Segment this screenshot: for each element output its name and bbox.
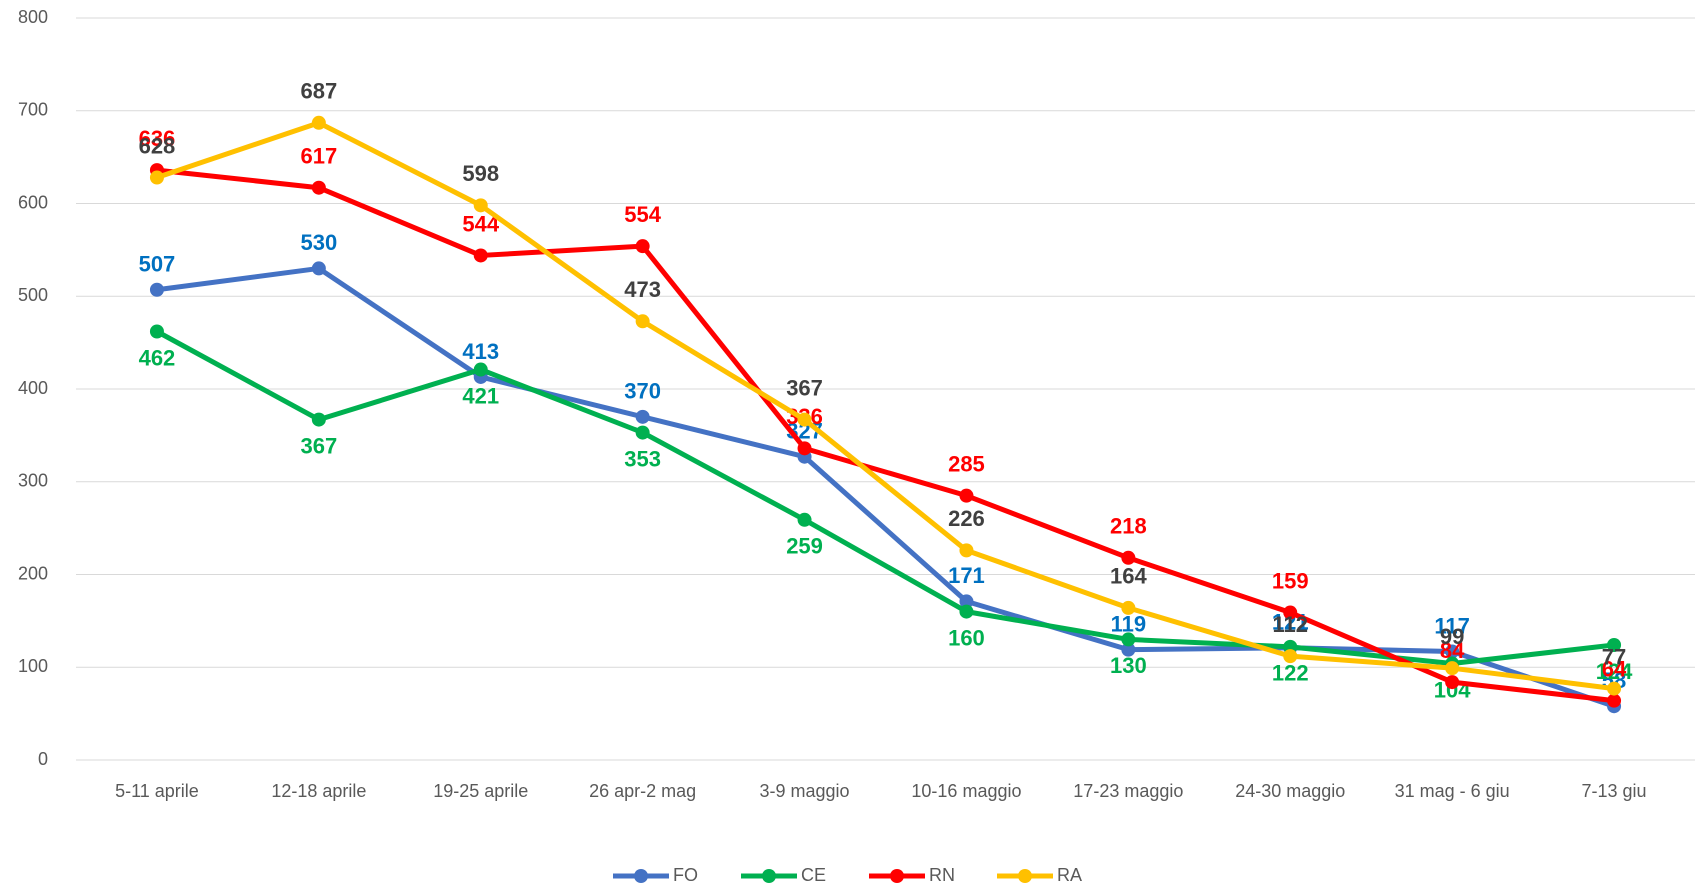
legend-marker <box>890 869 904 883</box>
data-point <box>473 198 488 213</box>
data-label: 628 <box>139 133 176 158</box>
data-point <box>473 362 488 377</box>
y-tick-label: 100 <box>18 656 48 676</box>
data-label: 687 <box>300 79 337 104</box>
legend-label: CE <box>801 865 826 885</box>
data-label: 226 <box>948 506 985 531</box>
data-point <box>473 248 488 263</box>
data-point <box>959 543 974 558</box>
data-label: 462 <box>139 345 176 370</box>
data-point <box>1445 661 1460 676</box>
data-label: 367 <box>300 433 337 458</box>
legend-marker <box>1018 869 1032 883</box>
legend-marker <box>634 869 648 883</box>
data-point <box>959 488 974 503</box>
y-tick-label: 600 <box>18 192 48 212</box>
data-point <box>959 594 974 609</box>
data-point <box>1607 637 1622 652</box>
data-point <box>149 324 164 339</box>
data-label: 117 <box>1434 613 1470 638</box>
y-tick-label: 400 <box>18 378 48 398</box>
data-point <box>1121 550 1136 565</box>
x-tick-label: 17-23 maggio <box>1073 781 1183 801</box>
data-label: 218 <box>1110 514 1147 539</box>
y-tick-label: 0 <box>38 749 48 769</box>
series-line <box>155 329 1615 667</box>
x-tick-label: 5-11 aprile <box>115 781 199 801</box>
x-tick-label: 12-18 aprile <box>271 781 366 801</box>
data-label: 160 <box>948 625 985 650</box>
data-point <box>797 441 812 456</box>
data-label: 507 <box>139 252 176 277</box>
data-label: 421 <box>462 383 499 408</box>
data-point <box>311 261 326 276</box>
data-point <box>1283 605 1298 620</box>
data-label: 77 <box>1602 644 1626 669</box>
data-point <box>311 180 326 195</box>
data-point <box>1607 681 1622 696</box>
data-label: 119 <box>1111 611 1147 636</box>
x-tick-label: 24-30 maggio <box>1235 781 1345 801</box>
data-label: 617 <box>300 144 337 169</box>
data-point <box>1121 642 1136 657</box>
data-point <box>311 412 326 427</box>
data-point <box>959 604 974 619</box>
legend-label: RA <box>1057 865 1082 885</box>
data-label: 370 <box>624 379 661 404</box>
data-label: 598 <box>462 161 499 186</box>
data-label: 159 <box>1272 568 1309 593</box>
data-label: 64 <box>1602 656 1627 681</box>
data-label: 164 <box>1110 564 1147 589</box>
data-label: 473 <box>624 277 661 302</box>
data-point <box>797 412 812 427</box>
data-point <box>1283 649 1298 664</box>
y-tick-label: 300 <box>18 471 48 491</box>
data-point <box>1121 632 1136 647</box>
y-tick-label: 800 <box>18 7 48 27</box>
data-label: 84 <box>1440 638 1465 663</box>
data-label: 112 <box>1273 612 1309 637</box>
data-label: 367 <box>786 375 823 400</box>
series-line <box>156 120 1615 692</box>
data-label: 285 <box>948 451 985 476</box>
data-point <box>635 314 650 329</box>
data-point <box>149 170 164 185</box>
legend-label: FO <box>673 865 698 885</box>
data-label: 413 <box>462 339 499 364</box>
data-label: 99 <box>1440 624 1464 649</box>
data-label: 130 <box>1110 653 1147 678</box>
x-tick-label: 31 mag - 6 giu <box>1395 781 1510 801</box>
data-point <box>1607 693 1622 708</box>
data-point <box>1445 644 1460 659</box>
legend-label: RN <box>929 865 955 885</box>
data-point <box>1121 600 1136 615</box>
data-label: 122 <box>1272 661 1309 686</box>
y-tick-label: 500 <box>18 285 48 305</box>
x-tick-label: 7-13 giu <box>1582 781 1647 801</box>
data-label: 554 <box>624 202 661 227</box>
data-point <box>311 115 326 130</box>
data-label: 530 <box>300 230 337 255</box>
y-tick-label: 700 <box>18 100 48 120</box>
data-point <box>635 425 650 440</box>
data-point <box>635 409 650 424</box>
data-label: 171 <box>948 563 985 588</box>
data-point <box>149 282 164 297</box>
data-label: 636 <box>139 126 176 151</box>
data-point <box>635 239 650 254</box>
legend-marker <box>762 869 776 883</box>
y-tick-label: 200 <box>18 563 48 583</box>
data-label: 259 <box>786 534 823 559</box>
data-label: 353 <box>624 446 661 471</box>
x-tick-label: 3-9 maggio <box>760 781 850 801</box>
x-tick-label: 10-16 maggio <box>911 781 1021 801</box>
series-line <box>156 167 1615 704</box>
x-tick-label: 19-25 aprile <box>433 781 528 801</box>
x-tick-label: 26 apr-2 mag <box>589 781 696 801</box>
data-label: 124 <box>1596 659 1633 684</box>
data-point <box>797 512 812 527</box>
data-point <box>1445 675 1460 690</box>
